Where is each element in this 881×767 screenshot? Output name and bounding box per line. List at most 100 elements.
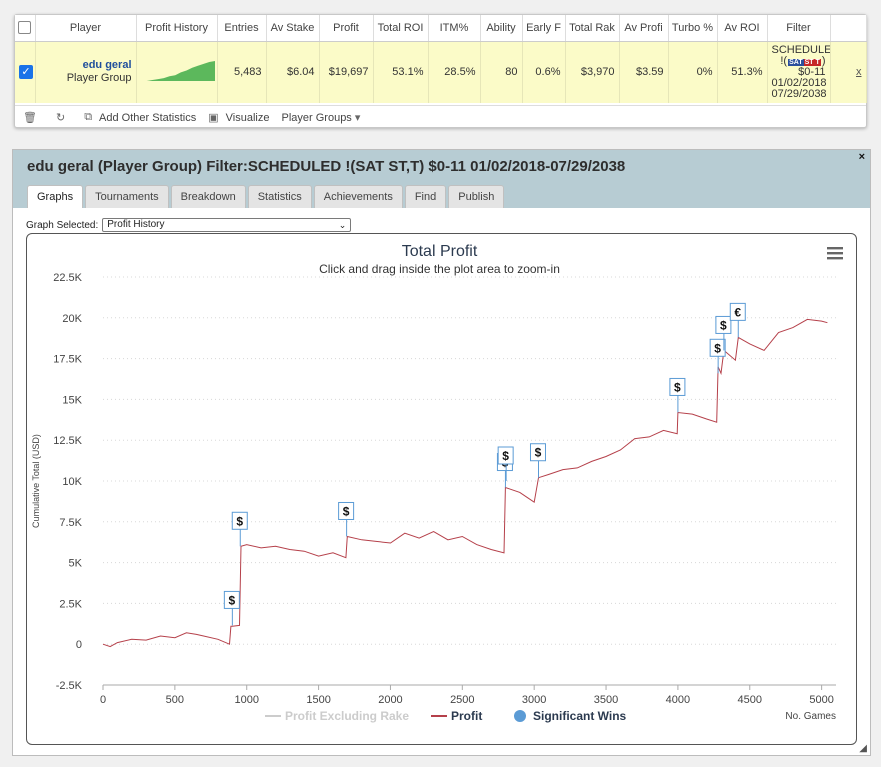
ability-cell: 80 bbox=[480, 41, 523, 103]
hamburger-menu-icon[interactable] bbox=[827, 247, 843, 260]
y-tick-label: 5K bbox=[69, 558, 83, 570]
remove-row-button[interactable]: x bbox=[830, 41, 867, 103]
av-profit-cell: $3.59 bbox=[619, 41, 669, 103]
chart-container[interactable]: Total Profit Click and drag inside the pl… bbox=[26, 233, 857, 745]
row-checkbox[interactable]: ✓ bbox=[15, 41, 36, 103]
refresh-button[interactable]: ↻ bbox=[56, 111, 72, 124]
legend-label: Profit bbox=[451, 709, 482, 723]
total-roi-cell: 53.1% bbox=[373, 41, 429, 103]
turbo-cell: 0% bbox=[668, 41, 718, 103]
menu-bar bbox=[827, 257, 843, 260]
col-header-total-rake[interactable]: Total Rak bbox=[565, 15, 620, 42]
results-table: Player Profit History Entries Av Stake P… bbox=[15, 15, 867, 103]
profit-chart[interactable]: Total Profit Click and drag inside the pl… bbox=[27, 234, 856, 744]
chart-title: Total Profit bbox=[402, 243, 478, 260]
col-header-ability[interactable]: Ability bbox=[480, 15, 523, 42]
significant-win-marker[interactable]: $ bbox=[715, 315, 732, 351]
significant-win-marker[interactable]: $ bbox=[231, 511, 248, 547]
legend-item[interactable]: Profit bbox=[431, 709, 482, 723]
win-flag-label: $ bbox=[535, 446, 542, 460]
col-header-av-stake[interactable]: Av Stake bbox=[266, 15, 320, 42]
menu-bar bbox=[827, 247, 843, 250]
x-tick-label: 2500 bbox=[450, 694, 474, 706]
win-flag-label: $ bbox=[229, 593, 236, 607]
win-flag-box bbox=[669, 377, 686, 396]
significant-win-marker[interactable]: $ bbox=[338, 501, 355, 537]
col-header-player[interactable]: Player bbox=[35, 15, 137, 42]
col-header-turbo[interactable]: Turbo % bbox=[668, 15, 718, 42]
visualize-button[interactable]: ▣ Visualize bbox=[208, 111, 270, 125]
y-tick-label: 7.5K bbox=[59, 517, 82, 529]
significant-win-marker[interactable]: $ bbox=[223, 590, 240, 626]
early-f-cell: 0.6% bbox=[522, 41, 566, 103]
win-flag-label: € bbox=[734, 305, 741, 319]
tab-publish[interactable]: Publish bbox=[448, 185, 505, 208]
select-all-checkbox[interactable] bbox=[15, 15, 36, 42]
resize-grip-icon[interactable]: ◢ bbox=[859, 743, 867, 754]
col-header-filter[interactable]: Filter bbox=[767, 15, 831, 42]
win-flag-box bbox=[338, 501, 355, 520]
legend-label: Profit Excluding Rake bbox=[285, 709, 409, 723]
x-tick-label: 0 bbox=[100, 694, 106, 706]
col-header-profit-history[interactable]: Profit History bbox=[136, 15, 218, 42]
significant-win-marker[interactable]: € bbox=[729, 302, 746, 338]
tab-graphs[interactable]: Graphs bbox=[27, 185, 84, 208]
significant-win-marker[interactable]: $ bbox=[529, 443, 546, 478]
legend-item[interactable]: Significant Wins bbox=[514, 709, 627, 723]
y-axis-label: Cumulative Total (USD) bbox=[31, 434, 41, 528]
tab-find[interactable]: Find bbox=[404, 185, 447, 208]
col-header-entries[interactable]: Entries bbox=[217, 15, 267, 42]
graph-select-dropdown[interactable]: Profit History ⌄ bbox=[102, 218, 352, 232]
col-header-itm[interactable]: ITM% bbox=[428, 15, 481, 42]
win-flag-box bbox=[231, 511, 248, 530]
chevron-down-icon: ⌄ bbox=[338, 220, 347, 230]
significant-win-marker[interactable]: $ bbox=[669, 377, 686, 413]
win-flag-label: $ bbox=[714, 341, 721, 355]
y-tick-label: 20K bbox=[62, 313, 82, 325]
player-groups-dropdown[interactable]: Player Groups ▾ bbox=[282, 111, 368, 125]
legend-item[interactable]: Profit Excluding Rake bbox=[265, 709, 409, 723]
win-flag-box bbox=[729, 302, 746, 321]
filter-line: 07/29/2038 bbox=[771, 87, 827, 100]
tab-statistics[interactable]: Statistics bbox=[247, 185, 312, 208]
profit-series-line bbox=[102, 318, 828, 648]
close-panel-button[interactable]: × bbox=[858, 151, 865, 163]
checkmark-icon: ✓ bbox=[19, 65, 33, 80]
delete-button[interactable]: 🗑 bbox=[23, 111, 44, 124]
x-tick-label: 4500 bbox=[738, 694, 762, 706]
panel-header: edu geral (Player Group) Filter:SCHEDULE… bbox=[13, 150, 870, 208]
y-tick-label: 12.5K bbox=[53, 435, 82, 447]
y-tick-label: 22.5K bbox=[53, 272, 82, 284]
win-flag-label: $ bbox=[236, 514, 243, 528]
x-tick-label: 500 bbox=[166, 694, 184, 706]
legend-swatch bbox=[514, 710, 526, 722]
significant-win-marker[interactable]: $ bbox=[497, 446, 514, 481]
chevron-down-icon: ▾ bbox=[354, 112, 361, 124]
x-tick-label: 4000 bbox=[666, 694, 690, 706]
tab-tournaments[interactable]: Tournaments bbox=[85, 185, 169, 208]
add-stats-label: Add Other Statistics bbox=[99, 111, 197, 124]
filter-prefix: !( bbox=[780, 54, 788, 67]
col-header-total-roi[interactable]: Total ROI bbox=[373, 15, 429, 42]
legend-label: Significant Wins bbox=[533, 709, 627, 723]
tab-achievements[interactable]: Achievements bbox=[313, 185, 403, 208]
significant-win-marker[interactable]: $ bbox=[709, 338, 726, 374]
win-flag-box bbox=[223, 590, 240, 609]
tab-breakdown[interactable]: Breakdown bbox=[170, 185, 246, 208]
graph-panel: edu geral (Player Group) Filter:SCHEDULE… bbox=[12, 149, 871, 756]
y-tick-label: 2.5K bbox=[59, 598, 82, 610]
profit-history-sparkline-cell bbox=[136, 41, 218, 103]
col-header-profit[interactable]: Profit bbox=[319, 15, 374, 42]
itm-cell: 28.5% bbox=[428, 41, 481, 103]
add-other-statistics-button[interactable]: ⧉ Add Other Statistics bbox=[84, 111, 196, 124]
add-columns-icon: ⧉ bbox=[84, 111, 93, 123]
col-header-av-roi[interactable]: Av ROI bbox=[717, 15, 768, 42]
col-header-remove bbox=[830, 15, 867, 42]
player-name-link[interactable]: edu geral bbox=[82, 59, 132, 72]
visualize-label: Visualize bbox=[225, 111, 270, 124]
win-flag-label: $ bbox=[502, 449, 509, 463]
col-header-av-profit[interactable]: Av Profi bbox=[619, 15, 669, 42]
col-header-early-f[interactable]: Early F bbox=[522, 15, 566, 42]
win-flag-label: $ bbox=[674, 380, 681, 394]
